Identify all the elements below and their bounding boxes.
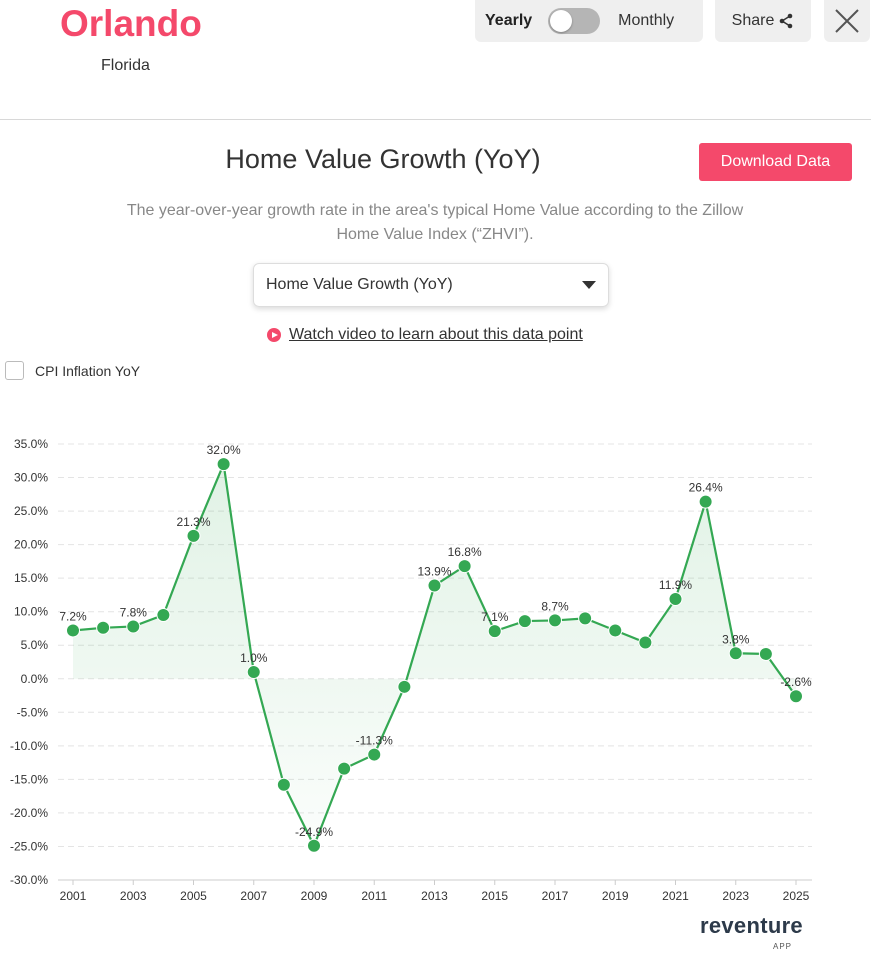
- data-label: -24.9%: [295, 825, 333, 839]
- data-label: 7.1%: [481, 610, 509, 624]
- data-label: 32.0%: [207, 443, 241, 457]
- y-tick-label: 35.0%: [14, 437, 48, 451]
- data-label: 21.3%: [176, 515, 210, 529]
- cpi-label: CPI Inflation YoY: [35, 362, 141, 379]
- y-tick-label: 20.0%: [14, 538, 48, 552]
- data-point: [427, 578, 442, 593]
- data-point: [276, 777, 291, 792]
- data-label: 13.9%: [417, 565, 451, 579]
- data-point: [66, 623, 80, 638]
- data-point: [126, 619, 141, 634]
- data-point: [367, 747, 382, 762]
- y-tick-label: -30.0%: [10, 873, 48, 887]
- data-point: [517, 614, 532, 629]
- x-tick-label: 2019: [602, 889, 629, 903]
- data-point: [638, 635, 653, 650]
- data-point: [487, 624, 502, 639]
- data-point: [728, 646, 743, 661]
- data-label: 16.8%: [448, 545, 482, 559]
- data-label: 26.4%: [689, 481, 723, 495]
- period-toggle[interactable]: Yearly Monthly: [475, 0, 703, 42]
- metric-description: The year-over-year growth rate in the ar…: [126, 202, 744, 243]
- y-tick-label: 10.0%: [14, 605, 48, 619]
- y-tick-label: 30.0%: [14, 471, 48, 485]
- page-title: Home Value Growth (YoY): [225, 144, 541, 174]
- cpi-checkbox[interactable]: [5, 361, 24, 380]
- y-tick-label: -15.0%: [10, 772, 48, 786]
- switch-knob: [550, 10, 573, 32]
- growth-chart: 35.0% 30.0% 25.0% 20.0% 15.0% 10.0% 5.0% 0.0% -5…: [10, 437, 812, 903]
- data-label: -11.3%: [356, 734, 393, 748]
- data-label: 7.8%: [120, 605, 148, 619]
- metric-select[interactable]: Home Value Growth (YoY): [253, 263, 609, 307]
- x-tick-label: 2009: [301, 889, 328, 903]
- data-label: 11.9%: [659, 578, 692, 592]
- data-point: [668, 591, 683, 606]
- area-fill: [73, 464, 796, 846]
- x-tick-label: 2013: [421, 889, 448, 903]
- data-point: [156, 608, 171, 623]
- play-icon: [267, 328, 281, 342]
- data-point: [758, 646, 773, 661]
- y-tick-label: 15.0%: [14, 571, 48, 585]
- data-point: [216, 457, 231, 472]
- data-label: 7.2%: [59, 609, 87, 623]
- data-point: [457, 559, 472, 574]
- share-label: Share: [731, 12, 775, 29]
- reventure-logo-sub: APP: [773, 942, 793, 951]
- x-tick-label: 2003: [120, 889, 147, 903]
- x-tick-label: 2015: [481, 889, 508, 903]
- data-label: -2.6%: [780, 675, 812, 689]
- share-button[interactable]: Share: [715, 0, 811, 42]
- data-label: 1.0%: [240, 651, 268, 665]
- x-tick-label: 2021: [662, 889, 689, 903]
- toggle-monthly-label[interactable]: Monthly: [618, 12, 675, 29]
- y-tick-label: 25.0%: [14, 504, 48, 518]
- data-point: [337, 761, 352, 776]
- x-tick-label: 2001: [60, 889, 87, 903]
- data-label: 8.7%: [541, 599, 569, 613]
- cpi-inflation-toggle[interactable]: CPI Inflation YoY: [5, 361, 140, 380]
- download-data-button[interactable]: Download Data: [699, 143, 852, 181]
- y-tick-label: 5.0%: [21, 638, 49, 652]
- data-point: [698, 494, 713, 509]
- data-point: [548, 613, 562, 628]
- y-tick-label: -5.0%: [17, 705, 49, 719]
- metric-select-value: Home Value Growth (YoY): [266, 276, 453, 293]
- data-point: [789, 689, 803, 704]
- x-tick-label: 2017: [542, 889, 569, 903]
- reventure-logo: reventure: [700, 913, 803, 938]
- x-tick-label: 2011: [361, 889, 387, 903]
- y-tick-label: -25.0%: [10, 839, 48, 853]
- data-point: [246, 665, 261, 680]
- data-point: [608, 623, 623, 638]
- share-icon: [780, 13, 793, 29]
- data-point: [96, 620, 111, 635]
- toggle-yearly-label[interactable]: Yearly: [485, 12, 533, 29]
- y-tick-label: 0.0%: [21, 672, 49, 686]
- data-point: [578, 611, 593, 626]
- city-title: Orlando: [60, 3, 202, 44]
- watch-video-link[interactable]: Watch video to learn about this data poi…: [267, 326, 583, 344]
- x-tick-label: 2025: [783, 889, 810, 903]
- close-icon: [835, 9, 859, 33]
- data-point: [397, 679, 412, 694]
- x-tick-label: 2023: [722, 889, 749, 903]
- watch-video-text[interactable]: Watch video to learn about this data poi…: [289, 326, 583, 343]
- period-switch[interactable]: [548, 8, 601, 34]
- y-tick-label: -10.0%: [10, 739, 48, 753]
- header-divider: [0, 119, 871, 120]
- close-button[interactable]: [824, 0, 870, 42]
- x-tick-label: 2007: [240, 889, 267, 903]
- caret-down-icon: [582, 281, 596, 289]
- x-tick-label: 2005: [180, 889, 207, 903]
- data-label: 3.8%: [722, 632, 750, 646]
- data-point: [186, 528, 201, 543]
- y-tick-label: -20.0%: [10, 806, 48, 820]
- data-point: [307, 838, 321, 853]
- state-subtitle: Florida: [101, 57, 150, 74]
